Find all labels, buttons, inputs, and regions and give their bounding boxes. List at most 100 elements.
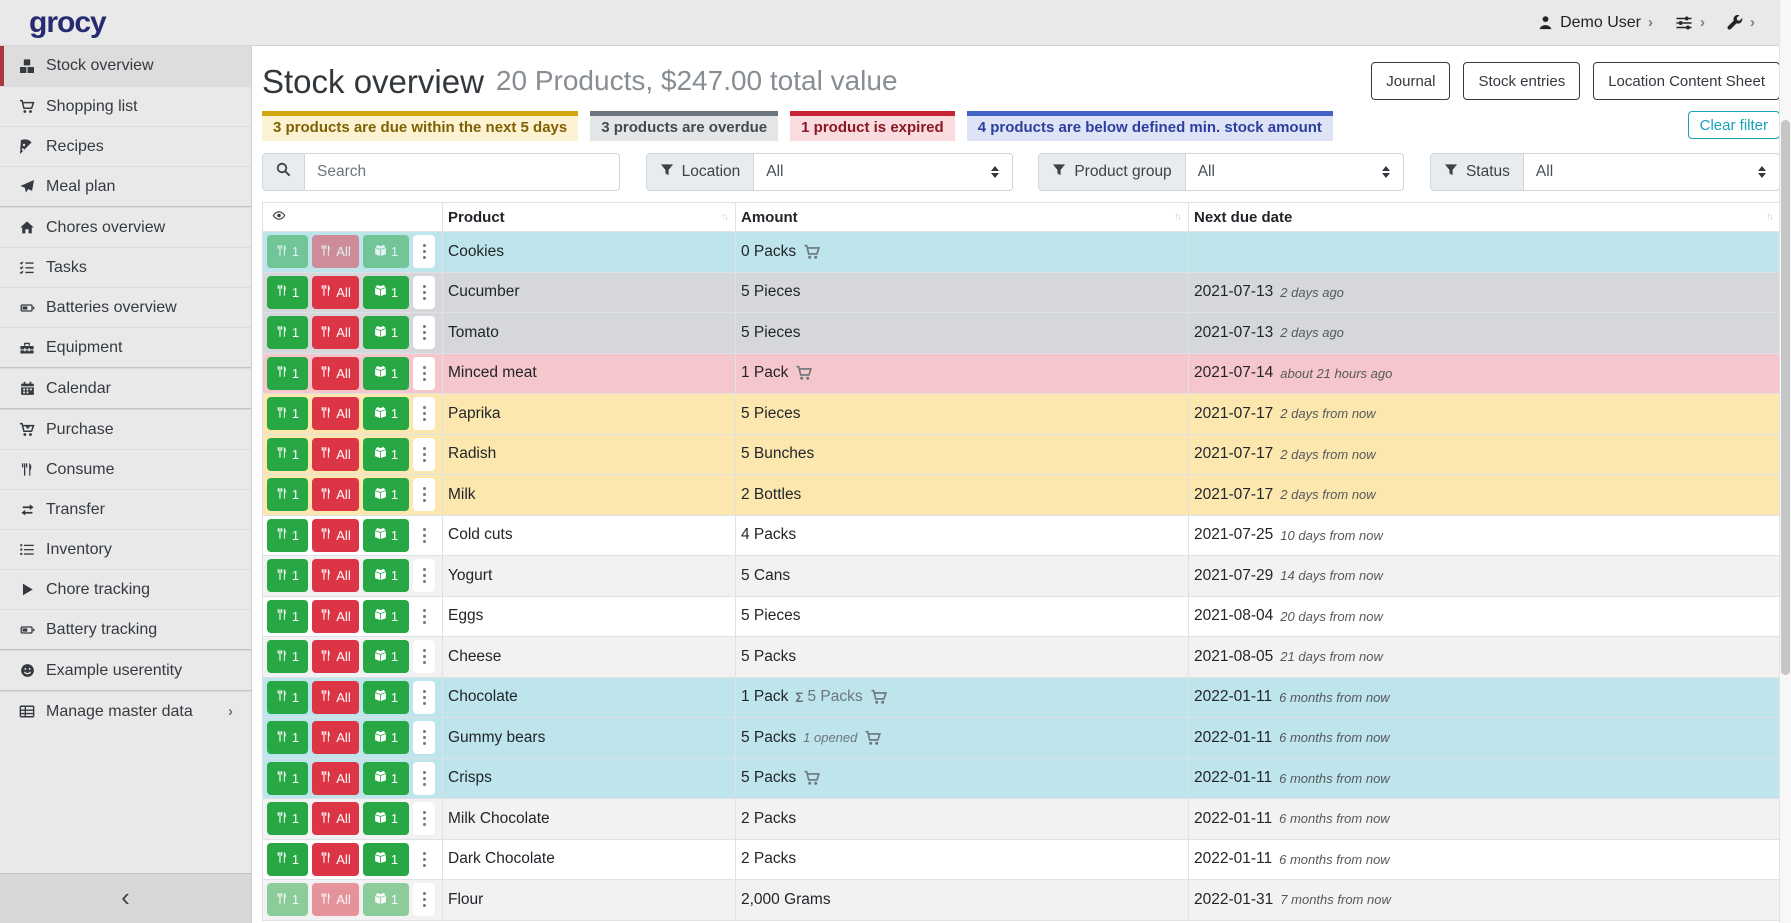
open-one-button[interactable]: 1 xyxy=(363,680,409,714)
consume-one-button[interactable]: 1 xyxy=(267,599,308,633)
consume-all-button[interactable]: All xyxy=(312,761,359,795)
column-header-amount[interactable]: Amount ↑↓ xyxy=(735,202,1189,232)
consume-one-button[interactable]: 1 xyxy=(267,275,308,309)
open-one-button[interactable]: 1 xyxy=(363,761,409,795)
open-one-button[interactable]: 1 xyxy=(363,883,409,917)
row-menu-button[interactable] xyxy=(413,883,435,917)
column-header-product[interactable]: Product ↑↓ xyxy=(442,202,736,232)
row-menu-button[interactable] xyxy=(413,802,435,836)
stock-entries-button[interactable]: Stock entries xyxy=(1463,62,1581,100)
consume-all-button[interactable]: All xyxy=(312,316,359,350)
sidebar-item-meal-plan[interactable]: Meal plan xyxy=(0,166,251,206)
consume-all-button[interactable]: All xyxy=(312,842,359,876)
open-one-button[interactable]: 1 xyxy=(363,478,409,512)
search-input[interactable] xyxy=(305,154,619,190)
consume-one-button[interactable]: 1 xyxy=(267,559,308,593)
sidebar-item-inventory[interactable]: Inventory xyxy=(0,529,251,569)
consume-one-button[interactable]: 1 xyxy=(267,397,308,431)
row-menu-button[interactable] xyxy=(413,680,435,714)
consume-all-button[interactable]: All xyxy=(312,518,359,552)
consume-all-button[interactable]: All xyxy=(312,275,359,309)
sidebar-item-consume[interactable]: Consume xyxy=(0,449,251,489)
open-one-button[interactable]: 1 xyxy=(363,518,409,552)
open-one-button[interactable]: 1 xyxy=(363,599,409,633)
product-group-select[interactable]: All xyxy=(1184,153,1405,191)
consume-all-button[interactable]: All xyxy=(312,235,359,269)
clear-filter-button[interactable]: Clear filter xyxy=(1687,111,1780,139)
column-visibility-toggle[interactable] xyxy=(262,202,443,232)
consume-one-button[interactable]: 1 xyxy=(267,721,308,755)
open-one-button[interactable]: 1 xyxy=(363,356,409,390)
consume-one-button[interactable]: 1 xyxy=(267,235,308,269)
consume-one-button[interactable]: 1 xyxy=(267,680,308,714)
row-menu-button[interactable] xyxy=(413,721,435,755)
open-one-button[interactable]: 1 xyxy=(363,802,409,836)
location-select[interactable]: All xyxy=(753,153,1013,191)
vertical-scrollbar[interactable] xyxy=(1779,0,1791,923)
column-header-next-due-date[interactable]: Next due date ↑↓ xyxy=(1188,202,1781,232)
consume-one-button[interactable]: 1 xyxy=(267,802,308,836)
row-menu-button[interactable] xyxy=(413,235,435,269)
consume-one-button[interactable]: 1 xyxy=(267,316,308,350)
consume-all-button[interactable]: All xyxy=(312,802,359,836)
open-one-button[interactable]: 1 xyxy=(363,721,409,755)
scrollbar-thumb[interactable] xyxy=(1781,120,1790,675)
open-one-button[interactable]: 1 xyxy=(363,640,409,674)
open-one-button[interactable]: 1 xyxy=(363,316,409,350)
open-one-button[interactable]: 1 xyxy=(363,559,409,593)
consume-one-button[interactable]: 1 xyxy=(267,640,308,674)
consume-all-button[interactable]: All xyxy=(312,559,359,593)
consume-all-button[interactable]: All xyxy=(312,437,359,471)
sidebar-item-transfer[interactable]: Transfer xyxy=(0,489,251,529)
consume-one-button[interactable]: 1 xyxy=(267,883,308,917)
user-menu[interactable]: Demo User › xyxy=(1538,14,1653,32)
row-menu-button[interactable] xyxy=(413,640,435,674)
sidebar-item-chore-tracking[interactable]: Chore tracking xyxy=(0,569,251,609)
consume-one-button[interactable]: 1 xyxy=(267,842,308,876)
row-menu-button[interactable] xyxy=(413,437,435,471)
consume-all-button[interactable]: All xyxy=(312,680,359,714)
sidebar-item-purchase[interactable]: Purchase xyxy=(0,409,251,449)
row-menu-button[interactable] xyxy=(413,478,435,512)
status-select[interactable]: All xyxy=(1522,153,1780,191)
open-one-button[interactable]: 1 xyxy=(363,437,409,471)
consume-one-button[interactable]: 1 xyxy=(267,518,308,552)
row-menu-button[interactable] xyxy=(413,275,435,309)
row-menu-button[interactable] xyxy=(413,761,435,795)
consume-all-button[interactable]: All xyxy=(312,721,359,755)
admin-tools-menu[interactable]: › xyxy=(1727,14,1755,31)
sidebar-item-manage-master-data[interactable]: Manage master data › xyxy=(0,691,251,731)
consume-one-button[interactable]: 1 xyxy=(267,356,308,390)
open-one-button[interactable]: 1 xyxy=(363,842,409,876)
settings-menu[interactable]: › xyxy=(1675,15,1705,31)
location-content-sheet-button[interactable]: Location Content Sheet xyxy=(1593,62,1780,100)
row-menu-button[interactable] xyxy=(413,356,435,390)
row-menu-button[interactable] xyxy=(413,397,435,431)
row-menu-button[interactable] xyxy=(413,842,435,876)
open-one-button[interactable]: 1 xyxy=(363,235,409,269)
consume-all-button[interactable]: All xyxy=(312,478,359,512)
sidebar-item-calendar[interactable]: Calendar xyxy=(0,368,251,408)
consume-all-button[interactable]: All xyxy=(312,599,359,633)
sidebar-item-shopping-list[interactable]: Shopping list xyxy=(0,86,251,126)
journal-button[interactable]: Journal xyxy=(1371,62,1451,100)
open-one-button[interactable]: 1 xyxy=(363,275,409,309)
sidebar-item-batteries-overview[interactable]: Batteries overview xyxy=(0,287,251,327)
sidebar-item-example-userentity[interactable]: Example userentity xyxy=(0,650,251,690)
row-menu-button[interactable] xyxy=(413,559,435,593)
sidebar-item-recipes[interactable]: Recipes xyxy=(0,126,251,166)
sidebar-collapse-button[interactable]: ‹ xyxy=(0,873,251,923)
consume-all-button[interactable]: All xyxy=(312,356,359,390)
row-menu-button[interactable] xyxy=(413,316,435,350)
row-menu-button[interactable] xyxy=(413,518,435,552)
row-menu-button[interactable] xyxy=(413,599,435,633)
consume-one-button[interactable]: 1 xyxy=(267,761,308,795)
sidebar-item-stock-overview[interactable]: Stock overview xyxy=(0,46,251,86)
sidebar-item-tasks[interactable]: Tasks xyxy=(0,247,251,287)
consume-all-button[interactable]: All xyxy=(312,640,359,674)
consume-all-button[interactable]: All xyxy=(312,397,359,431)
open-one-button[interactable]: 1 xyxy=(363,397,409,431)
sidebar-item-battery-tracking[interactable]: Battery tracking xyxy=(0,609,251,649)
sidebar-item-chores-overview[interactable]: Chores overview xyxy=(0,207,251,247)
sidebar-item-equipment[interactable]: Equipment xyxy=(0,327,251,367)
